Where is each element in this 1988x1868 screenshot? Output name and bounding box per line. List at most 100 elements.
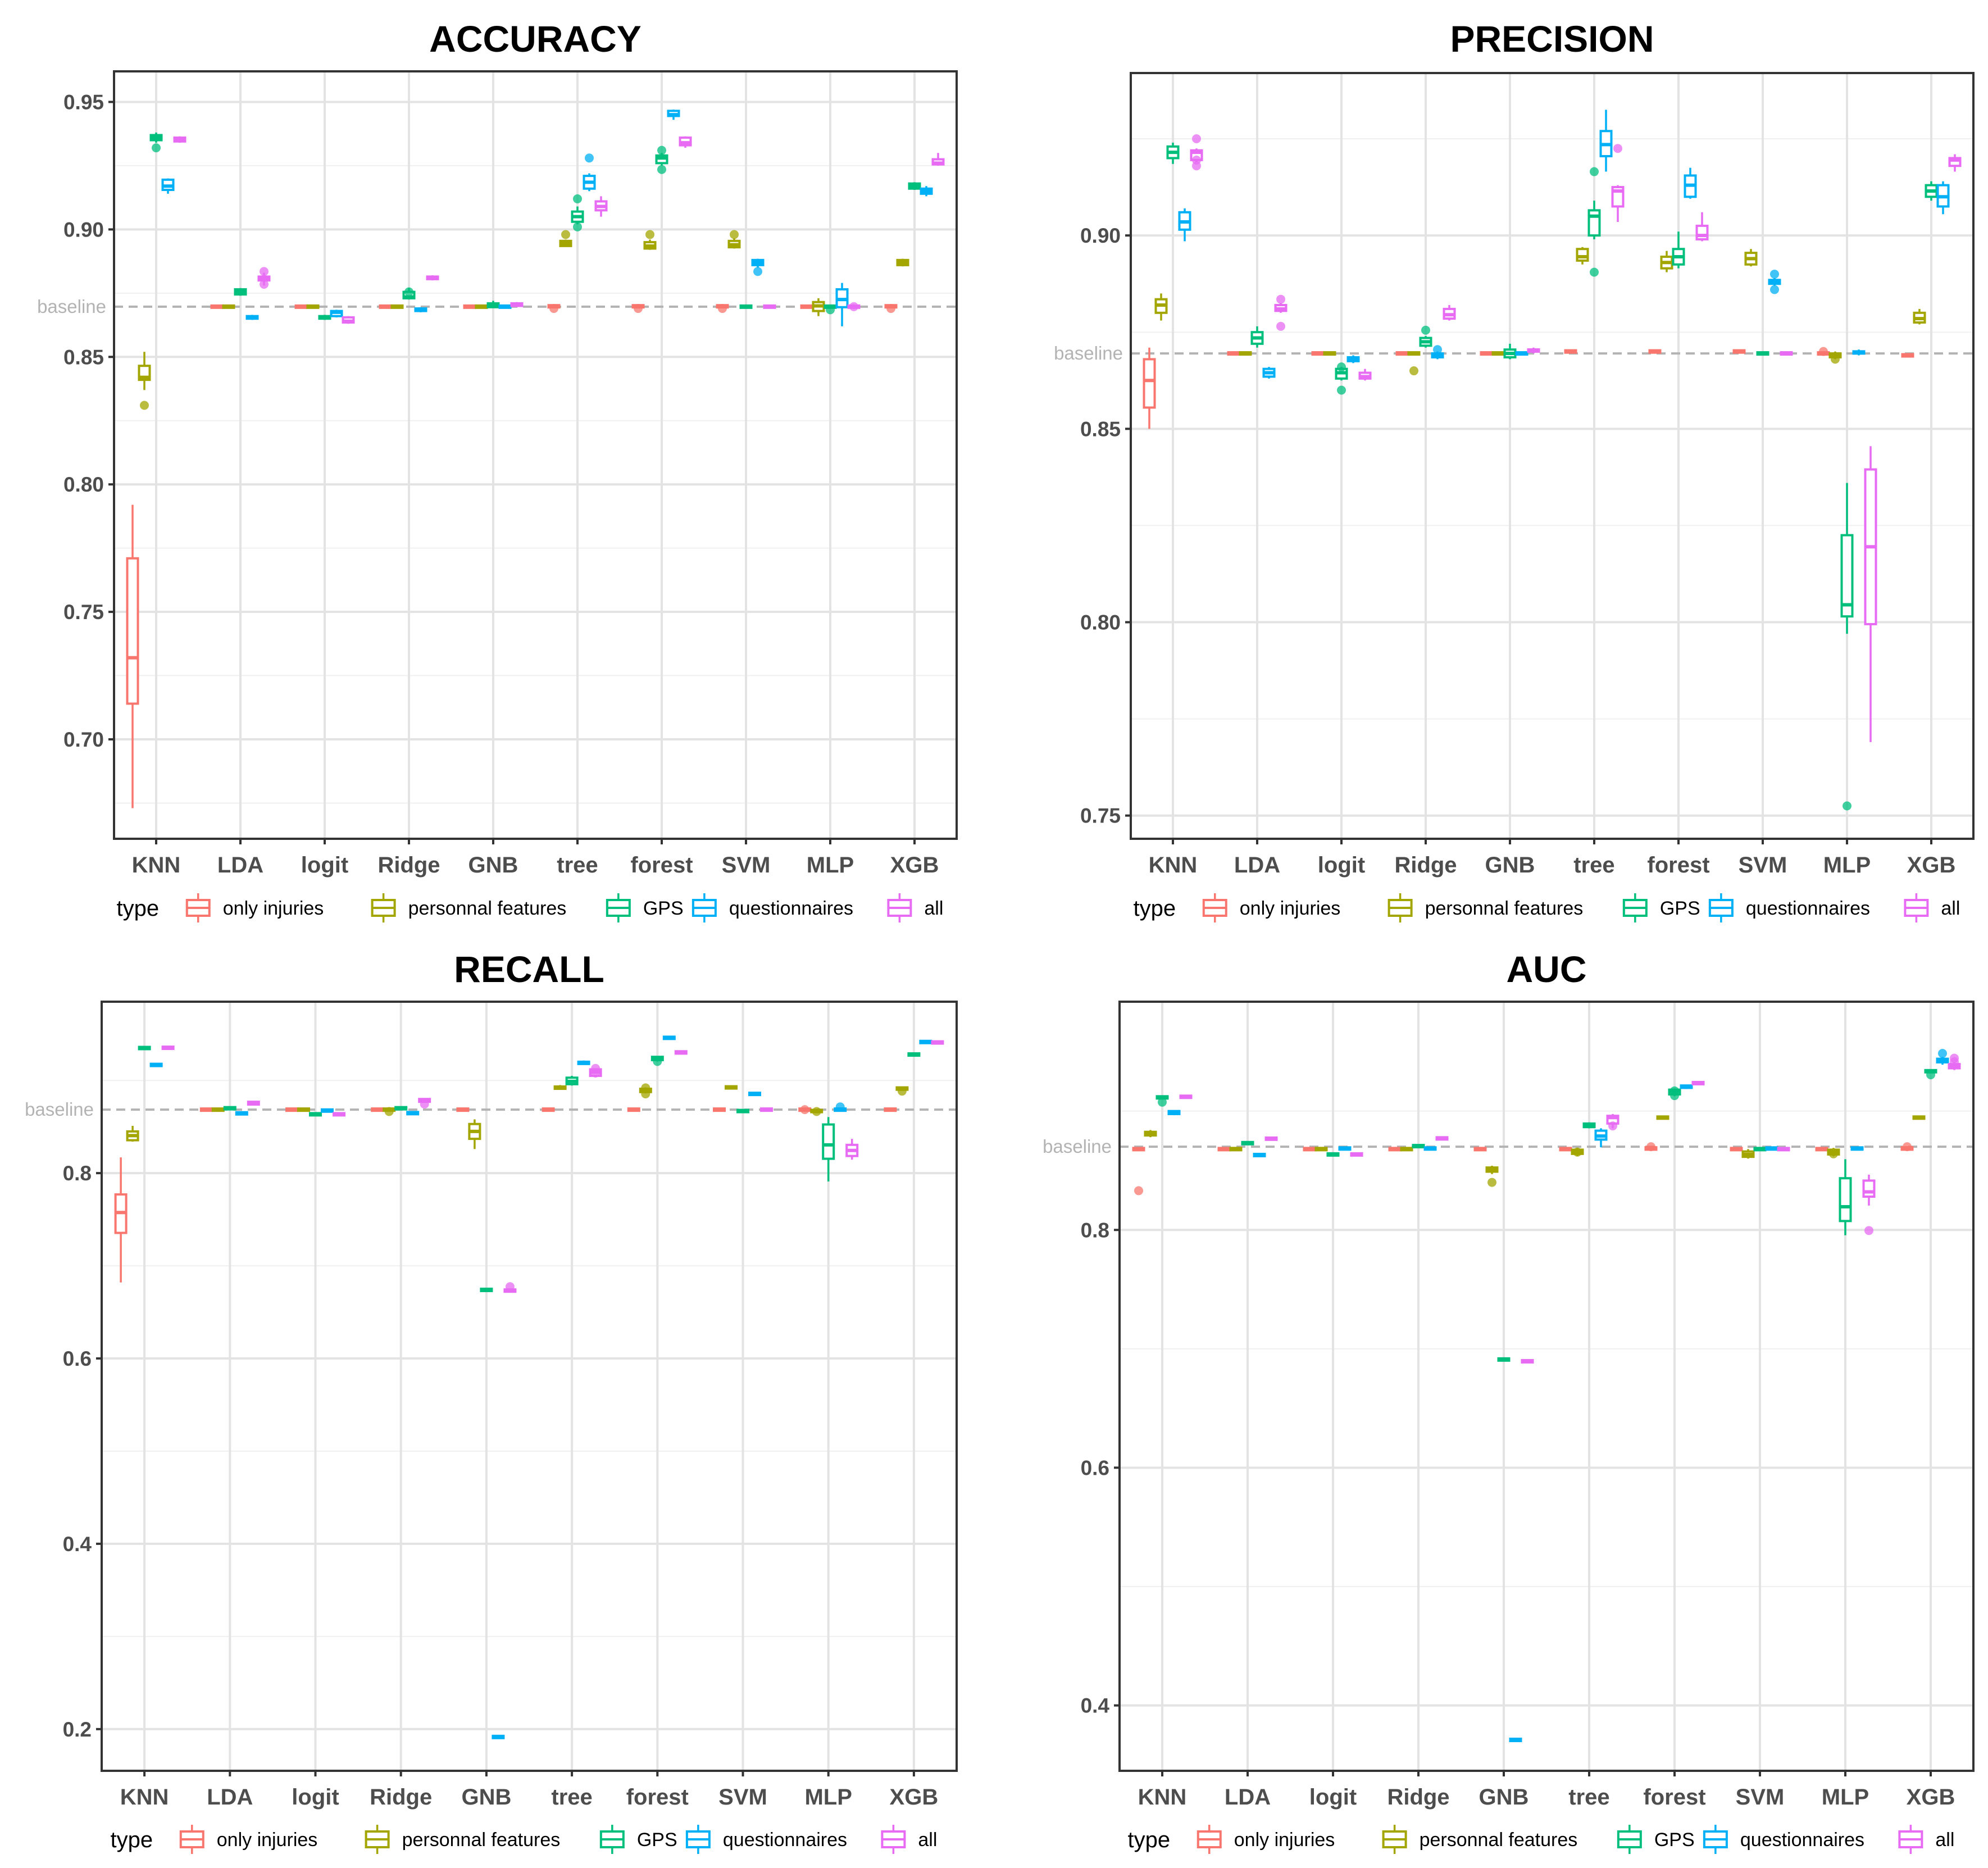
- series-personnal-features: [1144, 1115, 1926, 1187]
- outlier-point: [561, 230, 570, 239]
- x-tick-label: LDA: [217, 853, 263, 878]
- box-SVM: [1780, 351, 1793, 356]
- legend: type only injuries personnal features GPS qu…: [1128, 1825, 1954, 1854]
- box-XGB: [884, 1107, 897, 1112]
- box-GNB: [1497, 1357, 1511, 1362]
- box-forest: [1695, 212, 1709, 242]
- outlier-point: [641, 1083, 650, 1093]
- outlier-point: [1770, 285, 1779, 294]
- outlier-point: [1337, 385, 1346, 395]
- y-tick-label: 0.2: [63, 1718, 92, 1741]
- series-personnal-features: [138, 230, 909, 410]
- box-logit: [330, 310, 343, 317]
- baseline-label: baseline: [37, 296, 106, 317]
- y-tick-label: 0.70: [63, 728, 104, 751]
- box-XGB: [1948, 1053, 1961, 1070]
- legend-title: type: [1134, 896, 1176, 921]
- series-questionnaires: [1178, 110, 1950, 379]
- box-KNN: [1179, 1094, 1193, 1099]
- legend-entry-label: GPS: [637, 1829, 677, 1851]
- outlier-point: [1337, 362, 1346, 372]
- outlier-point: [591, 1069, 601, 1078]
- outlier-point: [1276, 321, 1285, 331]
- box-tree: [559, 230, 572, 247]
- box-LDA: [235, 1111, 248, 1116]
- box-XGB: [895, 1086, 909, 1096]
- box-LDA: [1264, 1136, 1278, 1141]
- box-Ridge: [1423, 1146, 1437, 1151]
- box-forest: [1668, 1086, 1681, 1101]
- box-forest: [679, 136, 692, 148]
- x-tick-label: LDA: [1234, 853, 1280, 878]
- box-forest: [674, 1050, 688, 1055]
- series-questionnaires: [1167, 1049, 1949, 1742]
- box-XGB: [931, 153, 945, 166]
- chart-title: AUC: [1507, 948, 1587, 990]
- box-SVM: [751, 258, 765, 276]
- box-Ridge: [418, 1098, 431, 1109]
- box-XGB: [931, 1040, 944, 1045]
- box-XGB: [896, 258, 909, 267]
- legend-entry-label: personnal features: [1425, 898, 1584, 919]
- legend-entry-label: questionnaires: [1740, 1829, 1864, 1851]
- box-logit: [309, 1112, 322, 1117]
- panel-accuracy: ACCURACY baseline 0.70 0.75 0.80 0.85 0.90 0.95…: [37, 18, 958, 922]
- box-Ridge: [414, 307, 427, 312]
- panel-recall: RECALL baseline 0.2 0.4 0.6 0.8 KNN LDA logit Rid…: [25, 948, 958, 1854]
- box-LDA: [245, 315, 259, 320]
- outlier-point: [1433, 345, 1442, 354]
- box-body: [1143, 358, 1156, 409]
- outlier-point: [645, 230, 654, 239]
- box-Ridge: [1388, 1147, 1402, 1152]
- outlier-point: [800, 1105, 809, 1115]
- box-MLP: [1828, 351, 1842, 364]
- box-MLP: [810, 1107, 824, 1116]
- outlier-point: [730, 230, 739, 239]
- box-LDA: [1262, 367, 1276, 379]
- box-KNN: [114, 1157, 128, 1283]
- box-GNB: [1485, 1165, 1499, 1187]
- outlier-point: [1487, 1178, 1496, 1187]
- y-tick-label: 0.85: [63, 346, 104, 369]
- box-logit: [1314, 1147, 1328, 1152]
- outlier-point: [1409, 366, 1418, 376]
- box-XGB: [1912, 1115, 1926, 1120]
- x-tick-label: GNB: [1479, 1785, 1529, 1810]
- legend-entry-label: GPS: [1654, 1829, 1695, 1851]
- box-GNB: [475, 304, 488, 309]
- outlier-point: [812, 1107, 821, 1116]
- series-all: [1190, 134, 1962, 742]
- outlier-point: [585, 153, 594, 163]
- box-Ridge: [390, 304, 404, 309]
- box-SVM: [716, 304, 729, 313]
- box-tree: [542, 1107, 555, 1112]
- legend: type only injuries personnal features GPS qu…: [1134, 893, 1960, 922]
- box-KNN: [1143, 347, 1156, 429]
- box-tree: [1571, 1147, 1584, 1157]
- box-MLP: [847, 302, 861, 311]
- box-KNN: [1166, 142, 1180, 164]
- y-tick-label: 0.4: [63, 1533, 92, 1556]
- legend-entry-label: all: [918, 1829, 937, 1851]
- legend: type only injuries personnal features GPS qu…: [117, 893, 943, 922]
- y-tick-label: 0.6: [63, 1347, 92, 1370]
- box-GNB: [480, 1287, 493, 1292]
- box-MLP: [1827, 1148, 1840, 1158]
- box-Ridge: [406, 1111, 420, 1116]
- box-MLP: [1850, 1146, 1864, 1151]
- outlier-point: [657, 146, 666, 155]
- outlier-point: [1950, 1057, 1959, 1066]
- box-Ridge: [1407, 351, 1421, 376]
- y-tick-label: 0.4: [1081, 1694, 1110, 1717]
- x-tick-label: GNB: [468, 853, 518, 878]
- outlier-point: [1276, 294, 1285, 304]
- outlier-point: [1646, 1142, 1655, 1152]
- outlier-point: [1590, 167, 1599, 176]
- box-logit: [1338, 1146, 1352, 1151]
- legend-entry-label: all: [924, 898, 943, 919]
- outlier-point: [1670, 1086, 1679, 1096]
- box-forest: [1656, 1115, 1669, 1120]
- box-LDA: [199, 1107, 213, 1112]
- x-tick-label: KNN: [1149, 853, 1198, 878]
- box-tree: [1606, 1113, 1619, 1131]
